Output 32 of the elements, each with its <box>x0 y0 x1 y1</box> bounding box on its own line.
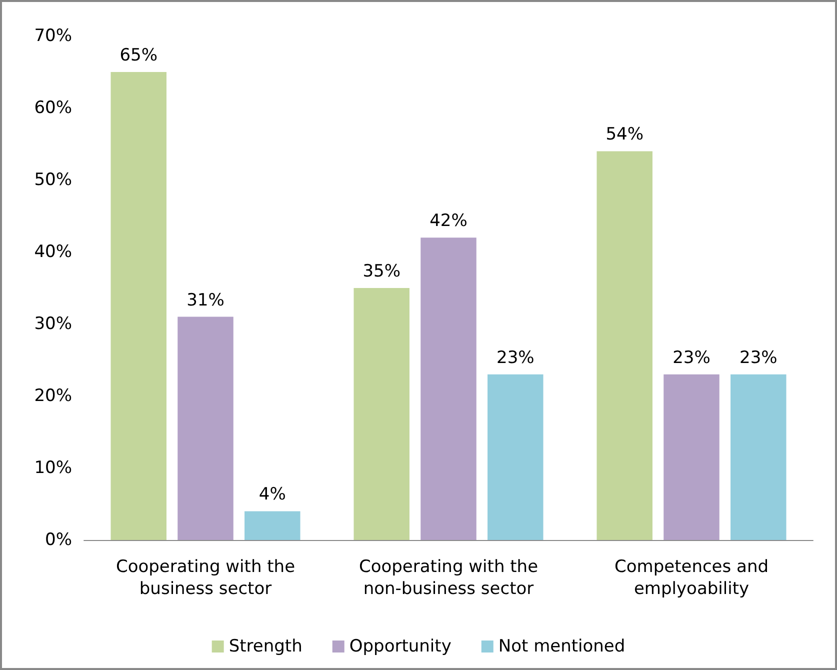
y-tick-label: 60% <box>34 98 72 118</box>
bar <box>488 374 544 540</box>
x-tick-label: Cooperating with the non-business sector <box>358 557 538 599</box>
y-tick-label: 10% <box>34 458 72 478</box>
bar <box>244 511 300 540</box>
bar <box>420 238 476 540</box>
bar <box>354 288 410 540</box>
data-label: 23% <box>496 348 534 368</box>
data-label: 54% <box>606 124 644 145</box>
data-label: 65% <box>120 46 158 66</box>
legend-label: Strength <box>228 636 302 656</box>
data-label: 31% <box>186 290 224 310</box>
bar <box>596 151 652 540</box>
y-tick-label: 40% <box>34 242 72 262</box>
bar <box>178 316 234 540</box>
bar <box>664 374 720 540</box>
y-tick-label: 0% <box>45 530 72 550</box>
data-label: 23% <box>672 348 710 368</box>
y-tick-label: 70% <box>34 26 72 46</box>
bar <box>110 72 166 540</box>
data-label: 42% <box>430 211 468 232</box>
data-label: 4% <box>258 484 286 505</box>
x-tick-label: Competences and emplyoability <box>614 557 769 599</box>
legend-label: Not mentioned <box>498 636 626 656</box>
bar <box>730 374 786 540</box>
legend-label: Opportunity <box>349 636 452 656</box>
x-tick-label: Cooperating with the business sector <box>116 557 296 599</box>
data-label: 35% <box>362 262 400 282</box>
y-tick-label: 30% <box>34 314 72 334</box>
data-label: 23% <box>740 348 778 368</box>
y-tick-label: 50% <box>34 170 72 190</box>
y-tick-label: 20% <box>34 386 72 406</box>
